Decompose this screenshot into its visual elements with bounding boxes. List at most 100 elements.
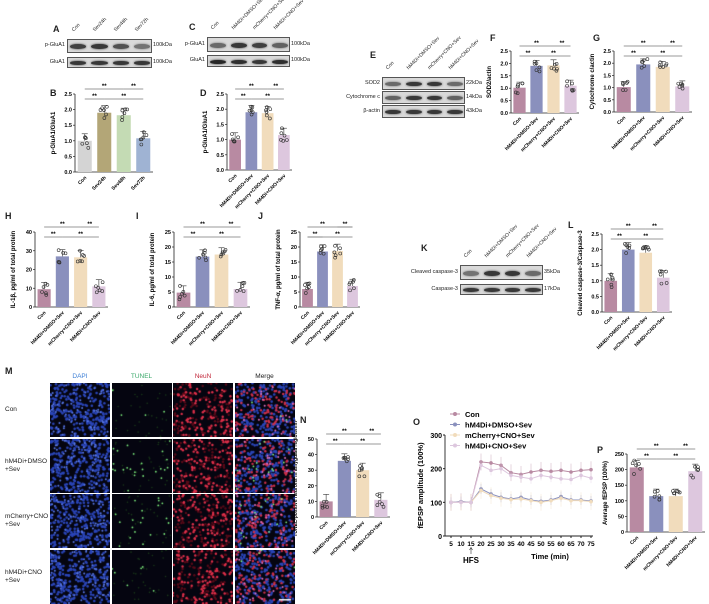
panel-label-C: C <box>189 22 196 32</box>
protein-band <box>112 44 129 50</box>
data-point <box>333 244 337 248</box>
protein-band <box>210 42 226 48</box>
data-point <box>250 110 255 114</box>
significance-marker: ** <box>652 224 657 230</box>
data-point <box>357 468 362 473</box>
data-point <box>549 469 553 474</box>
data-point <box>652 494 657 499</box>
protein-band <box>447 109 463 115</box>
data-point <box>321 251 326 256</box>
data-point <box>203 248 207 253</box>
microscopy-image-neun <box>173 438 233 493</box>
data-point <box>265 113 269 118</box>
lane-label: Con <box>463 248 474 259</box>
x-tick-label: 75 <box>587 541 595 548</box>
data-point <box>247 108 252 113</box>
significance-marker: ** <box>249 84 254 90</box>
bar-chart-J: 0 5 10 15 20 25 TNF-α, pg/ml of total protein C… <box>273 218 363 367</box>
data-point <box>343 456 347 460</box>
protein-band <box>230 59 247 64</box>
data-point <box>56 248 61 252</box>
data-point <box>519 475 523 479</box>
protein-band <box>525 270 541 276</box>
data-point <box>268 107 273 111</box>
data-point <box>377 494 382 498</box>
protein-band <box>463 288 479 293</box>
data-point <box>658 65 662 69</box>
y-tick-label: 0 <box>294 305 297 311</box>
bar-chart-H: 0 10 20 30 40 IL-1β, pg/ml of total protein Co… <box>8 218 111 367</box>
data-point <box>565 83 569 88</box>
data-point <box>102 116 107 120</box>
significance-marker: ** <box>92 94 97 100</box>
data-point <box>303 283 307 287</box>
protein-band <box>230 42 247 48</box>
data-point <box>676 81 681 86</box>
data-point <box>43 281 48 286</box>
data-point <box>655 489 660 493</box>
bar-Con <box>176 292 191 307</box>
data-point <box>569 477 573 482</box>
bar-chart-I: 0 5 10 15 20 25 IL-6, pg/ml of total protein Co… <box>147 218 253 367</box>
data-point <box>664 269 668 274</box>
y-tick-label: 1.0 <box>591 279 599 285</box>
data-point <box>642 64 647 68</box>
y-tick-label: 250 <box>615 452 624 458</box>
data-point <box>569 498 573 503</box>
data-point <box>589 499 593 504</box>
bar-hM4Di+CNO+Sev <box>347 286 358 307</box>
legend-label: mCherry+CNO+Sev <box>465 431 535 440</box>
x-tick-label: Con <box>629 535 640 546</box>
significance-marker: ** <box>273 84 278 90</box>
significance-marker: ** <box>631 51 636 57</box>
protein-name: p-GluA1 <box>44 42 65 48</box>
data-point <box>549 498 553 503</box>
y-tick-label: 2.0 <box>500 61 508 67</box>
y-tick-label: 1.5 <box>591 263 599 269</box>
protein-band <box>426 81 443 87</box>
microscopy-image-tunel <box>111 383 172 437</box>
data-point <box>657 497 662 502</box>
column-header-merge: Merge <box>255 373 274 380</box>
data-point <box>689 473 694 478</box>
data-point <box>100 280 105 285</box>
data-point <box>630 461 635 466</box>
panel-label-I: I <box>136 211 139 221</box>
data-point <box>624 251 628 255</box>
data-point <box>242 281 247 285</box>
protein-band <box>504 288 521 293</box>
y-axis-label: p-GluA1/GluA1 <box>203 110 209 153</box>
legend-label: hM4Di+DMSO+Sev <box>465 421 533 430</box>
bar-chart-D: 0.0 0.5 1.0 1.5 2.0 2.5 p-GluA1/GluA1 Con hM4Di+… <box>200 80 295 245</box>
data-point <box>235 289 239 293</box>
x-tick-label: mCherry+CNO+Sev <box>642 535 679 572</box>
x-tick-label: Con <box>300 310 311 321</box>
y-tick-label: 40 <box>308 453 314 459</box>
y-tick-label: 0.0 <box>64 170 72 176</box>
y-tick-label: 1.0 <box>216 138 224 144</box>
x-tick-label: Con <box>603 315 614 326</box>
data-point <box>322 244 327 248</box>
data-point <box>499 466 503 471</box>
x-tick-label: Con <box>36 310 47 321</box>
microscopy-image-merge <box>234 494 295 548</box>
data-point <box>459 500 463 505</box>
y-tick-label: 0.5 <box>500 99 508 105</box>
microscopy-image-neun <box>173 383 233 437</box>
data-point <box>637 462 641 466</box>
lane-label: Sev72h <box>134 16 151 33</box>
bar-hM4Di+CNO+Sev <box>374 499 388 517</box>
data-point <box>381 505 386 509</box>
blot-row <box>67 39 152 53</box>
microscopy-image-neun <box>173 494 233 548</box>
y-tick-label: 2.0 <box>591 248 599 254</box>
significance-marker: ** <box>219 232 224 238</box>
x-tick-label: Sev72h <box>130 175 147 192</box>
data-point <box>348 280 352 285</box>
data-point <box>125 107 129 112</box>
bar-hM4Di+DMSO+Sev <box>245 112 258 170</box>
data-point <box>539 500 543 505</box>
x-tick-label: 60 <box>557 541 565 548</box>
bar-hM4Di+DMSO+Sev <box>649 496 664 532</box>
panel-label-A: A <box>53 24 60 34</box>
